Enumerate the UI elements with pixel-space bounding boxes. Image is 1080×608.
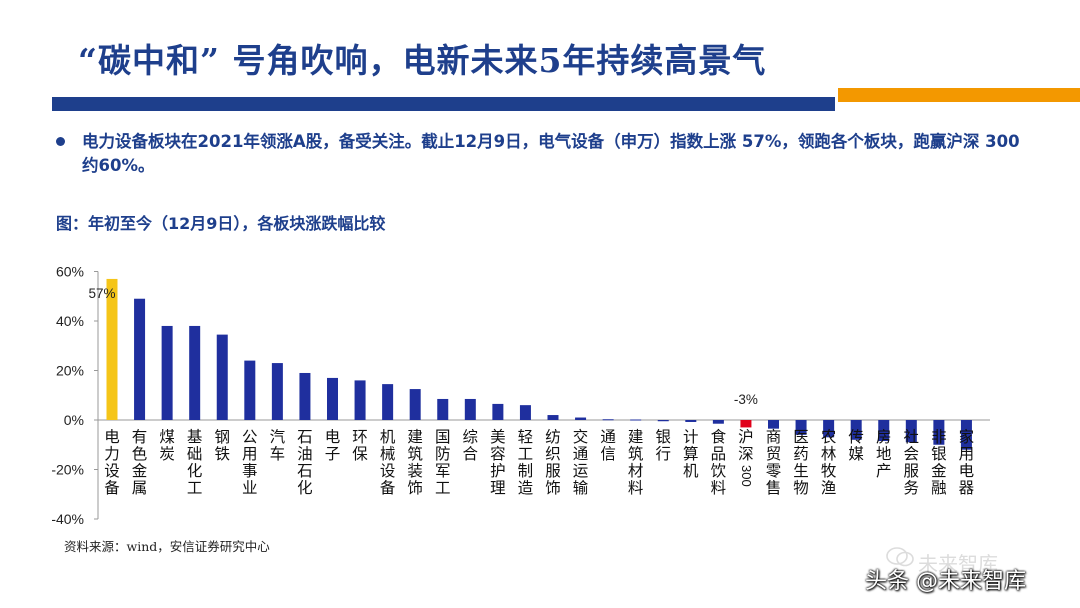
title-underline-orange bbox=[838, 88, 1080, 102]
figure-source: 资料来源：wind，安信证券研究中心 bbox=[64, 539, 270, 554]
x-tick-label: 传媒 bbox=[848, 428, 864, 463]
wechat-icon bbox=[886, 547, 914, 567]
bar-15 bbox=[519, 405, 531, 420]
bar-14 bbox=[492, 403, 504, 420]
bullet-dot-icon bbox=[56, 137, 65, 146]
bar-19 bbox=[630, 419, 642, 421]
bar-16 bbox=[547, 415, 559, 420]
title-underline-blue bbox=[52, 97, 835, 111]
x-tick-label: 石油石化 bbox=[297, 428, 313, 497]
bar-17 bbox=[575, 417, 587, 420]
figure-title: 图：年初至今（12月9日），各板块涨跌幅比较 bbox=[56, 214, 386, 233]
x-tick-label: 建筑装饰 bbox=[407, 428, 423, 497]
x-tick-label: 通信 bbox=[600, 428, 616, 463]
bar-6 bbox=[271, 363, 283, 420]
bar-9 bbox=[354, 380, 366, 420]
bar-22 bbox=[712, 420, 724, 424]
x-tick-label: 社会服务 bbox=[904, 428, 920, 497]
y-tick-label: -20% bbox=[51, 462, 84, 478]
bar-25 bbox=[795, 420, 807, 435]
x-tick-label: 机械设备 bbox=[380, 428, 396, 497]
x-tick-label: 农林牧渔 bbox=[821, 428, 837, 497]
x-tick-label: 轻工制造 bbox=[518, 428, 534, 497]
x-tick-label: 商贸零售 bbox=[766, 428, 782, 497]
x-tick-label: 美容护理 bbox=[490, 428, 506, 497]
y-tick-label: 60% bbox=[56, 264, 84, 280]
bar-20 bbox=[657, 420, 669, 422]
bar-26 bbox=[823, 420, 835, 438]
x-tick-label: 汽车 bbox=[270, 428, 286, 463]
bar-13 bbox=[464, 398, 476, 420]
bar-10 bbox=[382, 384, 394, 420]
x-tick-label: 钢铁 bbox=[214, 428, 230, 463]
bar-1 bbox=[134, 298, 146, 420]
x-tick-label: 银行 bbox=[655, 428, 671, 463]
x-tick-label: 建筑材料 bbox=[628, 428, 644, 497]
watermark-overlay: 头条 @未来智库 bbox=[865, 569, 1026, 594]
x-tick-label-digits: 300 bbox=[739, 465, 754, 487]
x-tick-label: 沪深 bbox=[738, 428, 754, 463]
bar-7 bbox=[299, 372, 311, 420]
x-tick-label: 计算机 bbox=[683, 428, 699, 480]
x-tick-label: 食品饮料 bbox=[711, 428, 727, 497]
data-label: -3% bbox=[734, 392, 758, 407]
watermark-faded: 未来智库 bbox=[918, 552, 998, 576]
bar-27 bbox=[850, 420, 862, 440]
x-tick-label: 电力设备 bbox=[104, 428, 120, 497]
x-tick-label: 国防军工 bbox=[435, 428, 451, 497]
bar-18 bbox=[602, 419, 614, 421]
x-tick-label: 交通运输 bbox=[573, 428, 589, 497]
y-tick-label: -40% bbox=[51, 511, 84, 527]
bar-23 bbox=[740, 420, 752, 428]
bar-11 bbox=[409, 389, 421, 420]
data-label: 57% bbox=[88, 286, 115, 301]
x-tick-label: 医药生物 bbox=[793, 428, 809, 497]
y-tick-label: 0% bbox=[64, 412, 84, 428]
y-tick-label: 20% bbox=[56, 363, 84, 379]
summary-text: 电力设备板块在2021年领涨A股，备受关注。截止12月9日，电气设备（申万）指数… bbox=[82, 132, 1020, 175]
x-tick-label: 房地产 bbox=[876, 428, 892, 480]
x-tick-label: 环保 bbox=[352, 428, 368, 463]
x-tick-label: 公用事业 bbox=[242, 428, 258, 497]
x-tick-label: 综合 bbox=[463, 428, 479, 463]
bar-0 bbox=[106, 278, 118, 420]
x-tick-label: 电子 bbox=[325, 428, 341, 463]
bar-5 bbox=[244, 360, 256, 420]
bar-30 bbox=[933, 420, 945, 445]
bar-21 bbox=[685, 420, 697, 422]
x-tick-label: 有色金属 bbox=[132, 428, 148, 497]
x-tick-label: 煤炭 bbox=[159, 428, 175, 463]
sector-performance-chart: 60% 40% 20% 0% -20% -40% 电力设备 57% 有色金属煤炭基础化工钢铁公用… bbox=[51, 264, 990, 527]
x-tick-label: 基础化工 bbox=[187, 428, 203, 497]
x-tick-label: 纺织服饰 bbox=[545, 428, 561, 497]
bar-29 bbox=[905, 420, 917, 443]
bar-28 bbox=[878, 420, 890, 442]
bar-2 bbox=[161, 325, 173, 420]
bar-24 bbox=[768, 420, 779, 429]
bar-12 bbox=[437, 398, 449, 420]
y-tick-label: 40% bbox=[56, 313, 84, 329]
x-tick-label: 非银金融 bbox=[931, 428, 947, 497]
summary-bullet: 电力设备板块在2021年领涨A股，备受关注。截止12月9日，电气设备（申万）指数… bbox=[56, 130, 1036, 178]
bar-3 bbox=[189, 325, 201, 420]
page-title: “碳中和” 号角吹响，电新未来5年持续高景气 bbox=[78, 41, 767, 80]
x-tick-label: 家用电器 bbox=[959, 428, 975, 497]
bar-31 bbox=[960, 420, 972, 450]
bar-8 bbox=[327, 377, 338, 420]
bar-4 bbox=[216, 334, 228, 420]
